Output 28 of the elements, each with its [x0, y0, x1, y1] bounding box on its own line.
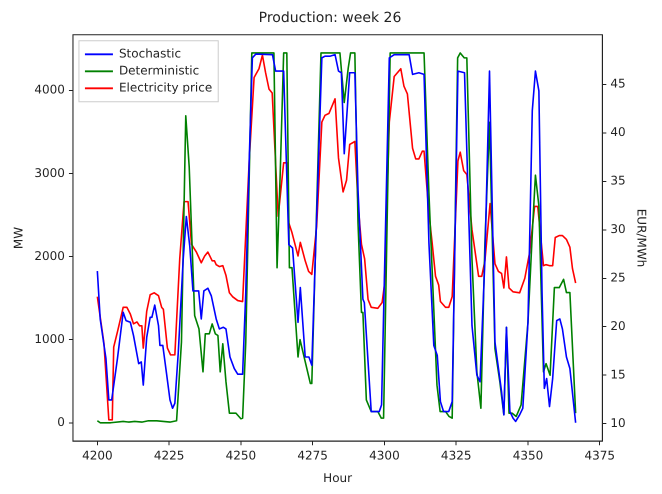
x-tick-label: 4225 [154, 448, 184, 463]
x-tick-label: 4275 [297, 448, 328, 463]
y-tick-label: 2000 [34, 248, 65, 263]
legend-label: Deterministic [118, 63, 200, 78]
x-tick-label: 4375 [584, 448, 616, 463]
y2-tick-label: 15 [610, 367, 626, 382]
x-tick-label: 4325 [440, 448, 472, 463]
x-tick-label: 4200 [82, 448, 113, 463]
y-axis-title: MW [11, 226, 26, 250]
x-axis-title: Hour [323, 470, 352, 485]
legend-label: Electricity price [118, 80, 212, 94]
y2-tick-label: 10 [610, 416, 626, 430]
y2-tick-label: 30 [610, 222, 626, 236]
y2-axis-title: EUR/MWh [634, 208, 649, 268]
y2-tick-label: 35 [610, 173, 626, 188]
chart-title: Production: week 26 [258, 10, 402, 26]
legend-label: Stochastic [118, 46, 182, 60]
x-tick-label: 4350 [512, 448, 544, 463]
y-tick-label: 4000 [34, 82, 65, 97]
y-tick-label: 0 [57, 414, 65, 429]
x-tick-label: 4250 [226, 448, 256, 463]
x-tick-label: 4300 [369, 448, 400, 463]
y2-tick-label: 20 [610, 318, 626, 333]
y2-tick-label: 25 [610, 270, 626, 284]
y-tick-label: 1000 [34, 332, 65, 346]
y2-tick-label: 40 [610, 124, 626, 139]
y2-tick-label: 45 [610, 76, 626, 90]
y-tick-label: 3000 [34, 166, 65, 180]
